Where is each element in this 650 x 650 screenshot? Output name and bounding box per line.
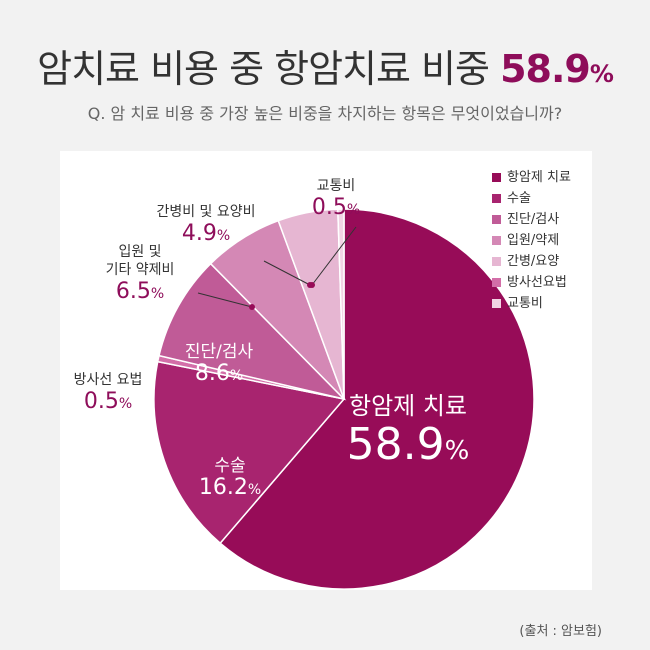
legend-swatch	[492, 278, 501, 287]
slice-label: 수술 16.2%	[199, 457, 261, 503]
slice-label-name: 교통비	[316, 178, 356, 194]
legend-item: 방사선요법	[492, 272, 571, 293]
slice-label: 간병비 및 요양비 4.9%	[156, 203, 255, 249]
legend-swatch	[492, 236, 501, 245]
slice-label-name: 간병비 및 요양비	[156, 204, 256, 220]
slice-label-name: 진단/검사	[184, 342, 254, 362]
slice-label-value: 58.9%	[346, 419, 470, 470]
slice-label-name: 항암제 치료	[348, 392, 468, 420]
pie-slice	[153, 360, 346, 545]
survey-question: Q. 암 치료 비용 중 가장 높은 비중을 차지하는 항목은 무엇이었습니까?	[87, 104, 563, 123]
slice-label-value: 8.6%	[194, 361, 244, 386]
page-title: 암치료 비용 중 항암치료 비중 58.9%	[0, 38, 650, 93]
legend-label: 교통비	[507, 296, 543, 311]
title-text: 암치료 비용 중 항암치료 비중	[37, 47, 490, 91]
pie-slice	[337, 208, 345, 400]
legend-item: 수술	[492, 188, 571, 209]
slice-label-value: 16.2%	[198, 475, 262, 500]
slice-label-name: 방사선 요법	[73, 372, 143, 388]
legend-swatch	[492, 173, 501, 182]
legend-label: 진단/검사	[507, 212, 560, 227]
pie-slice	[219, 208, 535, 590]
legend-swatch	[492, 257, 501, 266]
legend-item: 교통비	[492, 293, 571, 314]
slice-label-name: 수술	[214, 456, 246, 476]
legend-label: 항암제 치료	[507, 170, 571, 185]
leader-dot	[249, 304, 255, 310]
legend-label: 입원/약제	[507, 233, 560, 248]
slice-label-name: 입원 및	[118, 244, 162, 260]
slice-label-name: 기타 약제비	[105, 262, 175, 278]
legend-label: 수술	[507, 191, 531, 206]
leader-line	[263, 260, 311, 286]
leader-dot	[309, 282, 315, 288]
slice-label-value: 0.5%	[311, 195, 361, 220]
legend-item: 간병/요양	[492, 251, 571, 272]
legend-label: 간병/요양	[507, 254, 560, 269]
legend-item: 항암제 치료	[492, 167, 571, 188]
slice-label-value: 4.9%	[181, 221, 231, 246]
slice-label: 방사선 요법 0.5%	[74, 371, 143, 417]
slice-label: 항암제 치료 58.9%	[347, 391, 470, 475]
slice-label-value: 0.5%	[83, 389, 133, 414]
legend-item: 입원/약제	[492, 230, 571, 251]
legend-item: 진단/검사	[492, 209, 571, 230]
legend-label: 방사선요법	[507, 275, 567, 290]
chart-card: 항암제 치료 58.9% 수술 16.2% 방사선 요법 0.5% 진단/검사 8.6% 입원 …	[60, 151, 592, 590]
legend-swatch	[492, 299, 501, 308]
leader-line	[197, 292, 253, 308]
slice-label: 진단/검사 8.6%	[185, 343, 253, 389]
pie-slice	[158, 262, 347, 401]
slice-label-value: 6.5%	[115, 279, 165, 304]
title-value: 58.9%	[500, 47, 614, 91]
leader-line	[311, 226, 357, 286]
pie-chart	[153, 208, 535, 590]
slice-label: 교통비 0.5%	[312, 177, 360, 223]
legend-swatch	[492, 194, 501, 203]
source-note: (출처 : 암보험)	[519, 624, 602, 639]
legend-swatch	[492, 215, 501, 224]
